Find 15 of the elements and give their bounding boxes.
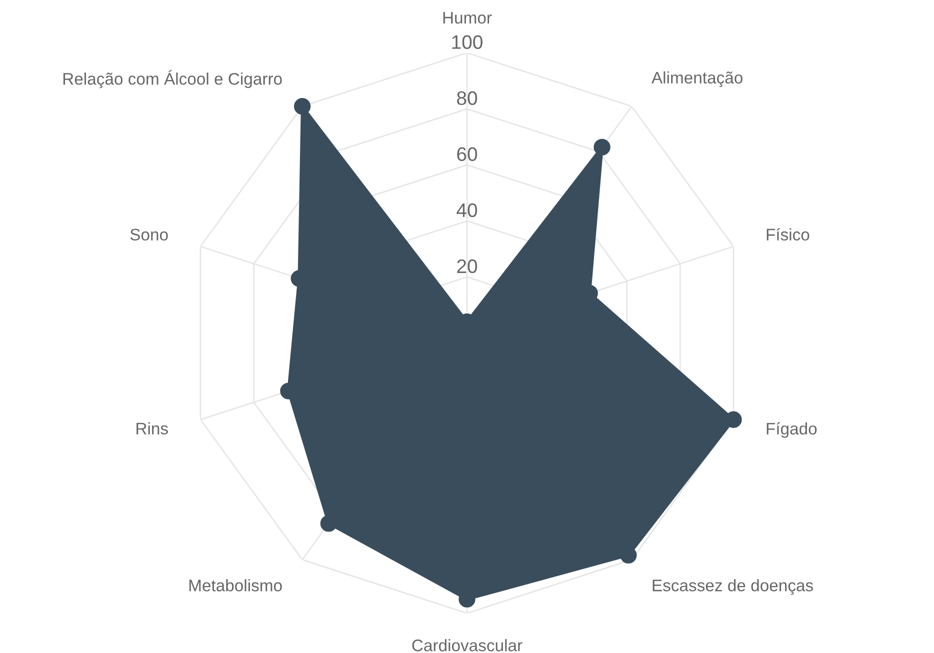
spoke-label: Alimentação <box>651 71 742 87</box>
spoke-label: Humor <box>443 12 492 24</box>
spoke-label: Sono <box>130 228 168 241</box>
spoke-label: Metabolismo <box>189 579 282 592</box>
spoke-label: Cardiovascular <box>412 639 522 652</box>
y-tick-label: 40 <box>456 203 478 218</box>
spoke-label: Escassez de doenças <box>652 579 813 595</box>
y-tick-label: 100 <box>452 35 482 49</box>
spoke-label: Rins <box>136 422 168 434</box>
y-tick-label: 80 <box>457 91 478 106</box>
spoke-label: Físico <box>766 228 810 241</box>
spoke-label: Relação com Álcool e Cigarro <box>63 70 282 88</box>
y-tick-label: 60 <box>457 147 478 162</box>
y-tick-label: 20 <box>457 259 478 274</box>
spoke-label: Fígado <box>766 422 817 438</box>
